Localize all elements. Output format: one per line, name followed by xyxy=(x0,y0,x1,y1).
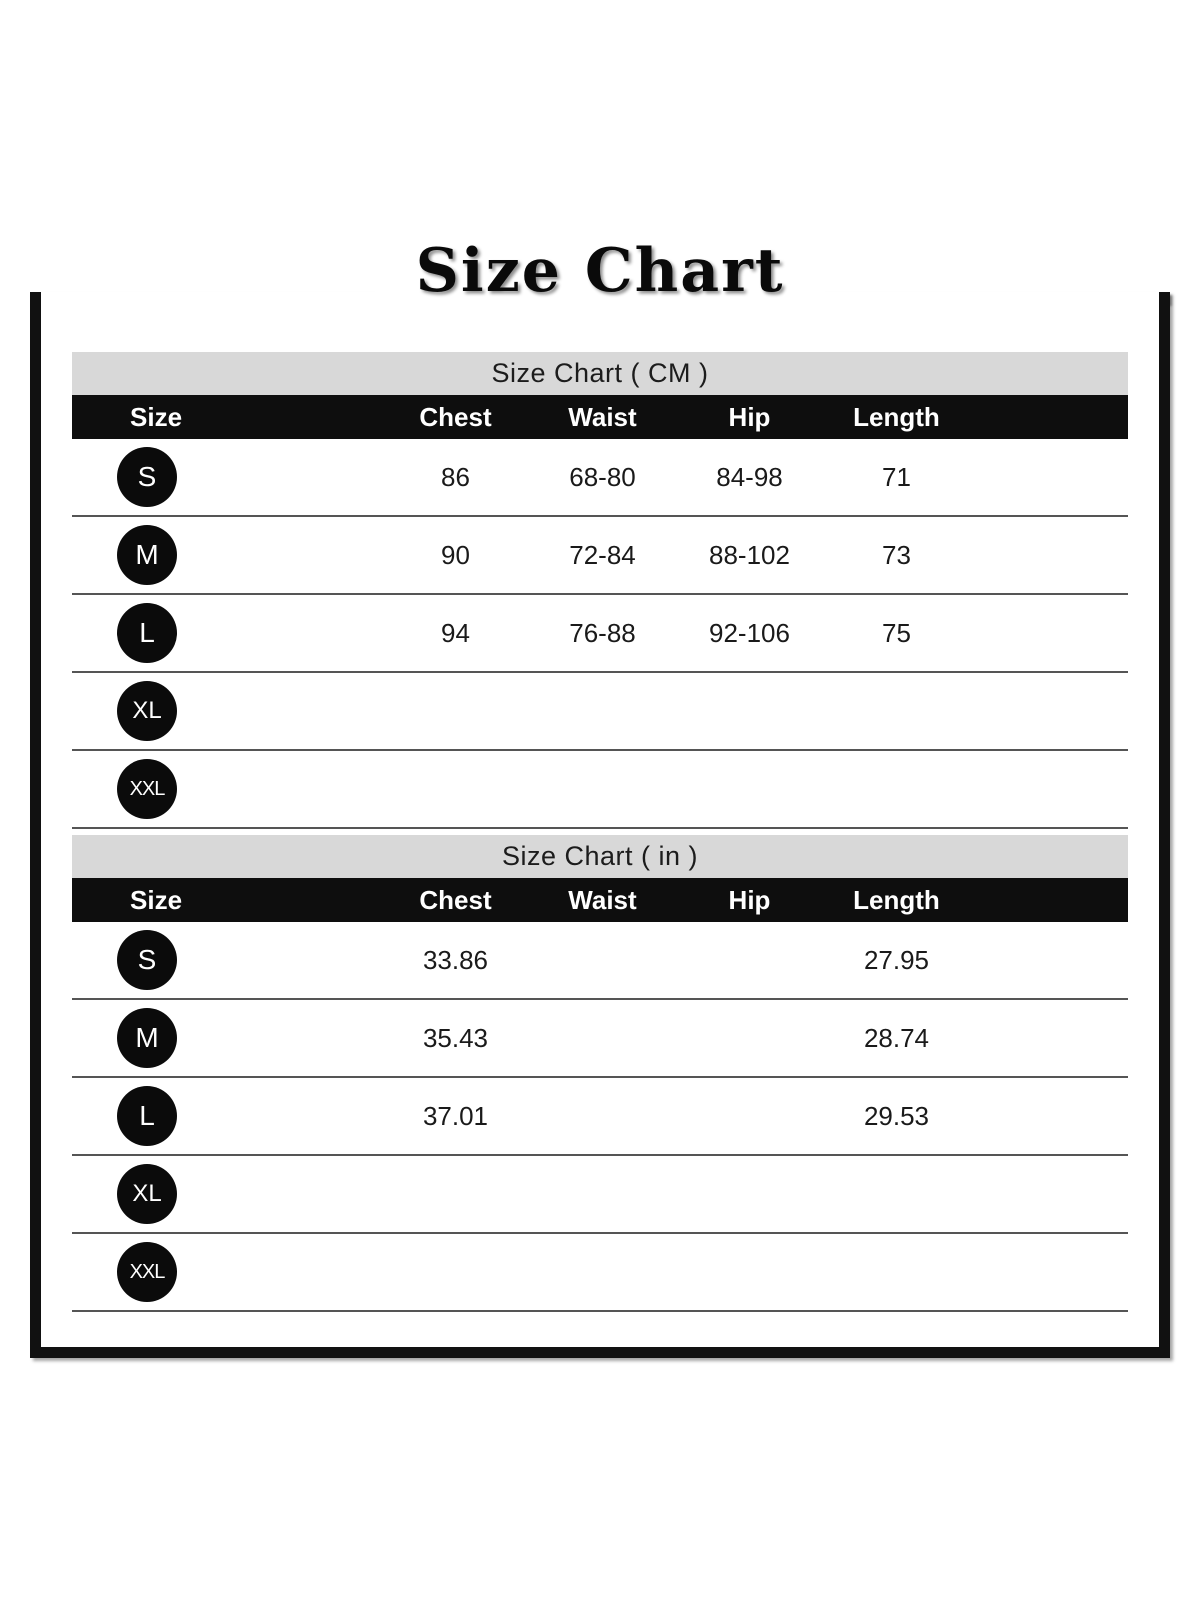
col-header-filler xyxy=(970,395,1129,439)
col-header-chest: Chest xyxy=(382,395,529,439)
col-header-chest: Chest xyxy=(382,878,529,922)
table-row: XL xyxy=(72,1155,1129,1234)
cell-waist xyxy=(529,1077,676,1156)
size-badge: XXL xyxy=(117,759,177,819)
size-badge: XXL xyxy=(117,1242,177,1302)
col-header-filler xyxy=(970,878,1129,922)
table-caption-row: Size Chart ( in ) xyxy=(72,835,1129,878)
cell-waist xyxy=(529,750,676,829)
cell-hip xyxy=(676,1155,823,1234)
table-caption: Size Chart ( in ) xyxy=(72,835,1129,878)
cell-length: 71 xyxy=(823,439,970,517)
col-header-waist: Waist xyxy=(529,395,676,439)
cell-chest: 35.43 xyxy=(382,999,529,1078)
cell-length xyxy=(823,750,970,829)
size-badge: M xyxy=(117,1008,177,1068)
cell-hip: 88-102 xyxy=(676,516,823,595)
size-badge: L xyxy=(117,603,177,663)
table-caption-row: Size Chart ( CM ) xyxy=(72,352,1129,395)
table-row: L 94 76-88 92-106 75 xyxy=(72,594,1129,673)
table-row: XL xyxy=(72,672,1129,751)
cell-hip xyxy=(676,999,823,1078)
cell-waist: 68-80 xyxy=(529,439,676,517)
size-badge: L xyxy=(117,1086,177,1146)
cell-length xyxy=(823,672,970,751)
cell-waist xyxy=(529,672,676,751)
cell-hip xyxy=(676,672,823,751)
table-row: M 35.43 28.74 xyxy=(72,999,1129,1078)
table-row: XXL xyxy=(72,1233,1129,1312)
cell-chest: 94 xyxy=(382,594,529,673)
col-header-hip: Hip xyxy=(676,878,823,922)
size-badge: S xyxy=(117,930,177,990)
cell-hip xyxy=(676,750,823,829)
cell-hip xyxy=(676,1077,823,1156)
cell-chest: 86 xyxy=(382,439,529,517)
cell-chest: 90 xyxy=(382,516,529,595)
cell-chest xyxy=(382,1155,529,1234)
col-header-length: Length xyxy=(823,395,970,439)
cell-chest xyxy=(382,672,529,751)
cell-chest: 33.86 xyxy=(382,922,529,1000)
column-header-row: Size Chest Waist Hip Length xyxy=(72,395,1129,439)
size-badge: M xyxy=(117,525,177,585)
size-table-cm: Size Chart ( CM ) Size Chest Waist Hip L… xyxy=(72,352,1129,829)
cell-waist xyxy=(529,922,676,1000)
cell-waist: 76-88 xyxy=(529,594,676,673)
col-header-size: Size xyxy=(72,878,382,922)
table-row: M 90 72-84 88-102 73 xyxy=(72,516,1129,595)
cell-length: 29.53 xyxy=(823,1077,970,1156)
size-badge: XL xyxy=(117,1164,177,1224)
cell-length: 73 xyxy=(823,516,970,595)
table-row: XXL xyxy=(72,750,1129,829)
table-row: S 86 68-80 84-98 71 xyxy=(72,439,1129,517)
col-header-size: Size xyxy=(72,395,382,439)
cell-hip xyxy=(676,1233,823,1312)
cell-length: 75 xyxy=(823,594,970,673)
table-row: S 33.86 27.95 xyxy=(72,922,1129,1000)
cell-hip xyxy=(676,922,823,1000)
cell-waist: 72-84 xyxy=(529,516,676,595)
cell-length xyxy=(823,1155,970,1234)
cell-waist xyxy=(529,1155,676,1234)
page-title: Size Chart xyxy=(375,232,825,310)
cell-length: 27.95 xyxy=(823,922,970,1000)
size-badge: XL xyxy=(117,681,177,741)
cell-chest xyxy=(382,750,529,829)
col-header-hip: Hip xyxy=(676,395,823,439)
size-badge: S xyxy=(117,447,177,507)
col-header-length: Length xyxy=(823,878,970,922)
cell-waist xyxy=(529,1233,676,1312)
cell-length xyxy=(823,1233,970,1312)
cell-chest: 37.01 xyxy=(382,1077,529,1156)
cell-length: 28.74 xyxy=(823,999,970,1078)
cell-chest xyxy=(382,1233,529,1312)
cell-hip: 92-106 xyxy=(676,594,823,673)
column-header-row: Size Chest Waist Hip Length xyxy=(72,878,1129,922)
cell-hip: 84-98 xyxy=(676,439,823,517)
cell-waist xyxy=(529,999,676,1078)
table-caption: Size Chart ( CM ) xyxy=(72,352,1129,395)
table-row: L 37.01 29.53 xyxy=(72,1077,1129,1156)
col-header-waist: Waist xyxy=(529,878,676,922)
size-table-in: Size Chart ( in ) Size Chest Waist Hip L… xyxy=(72,835,1129,1312)
